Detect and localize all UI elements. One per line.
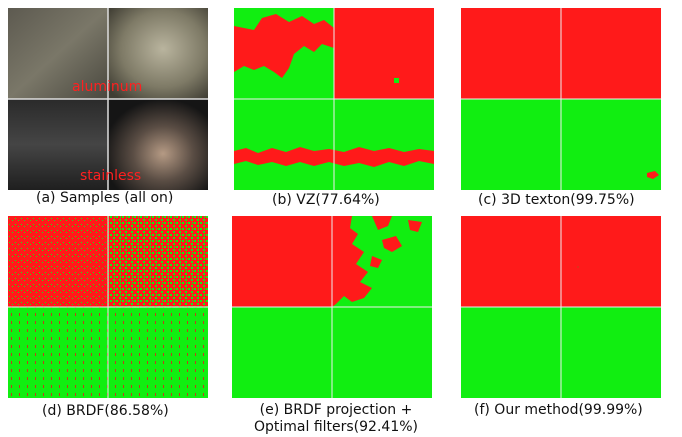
vz-segmentation-map — [234, 8, 434, 190]
caption-samples: (a) Samples (all on) — [36, 190, 174, 206]
panel-texton — [461, 8, 661, 190]
caption-brdf-projection-line1: (e) BRDF projection + — [259, 402, 413, 418]
caption-vz: (b) VZ(77.64%) — [272, 192, 380, 208]
caption-our-method: (f) Our method(99.99%) — [474, 402, 643, 418]
panel-samples: aluminum stainless — [8, 8, 208, 190]
caption-texton: (c) 3D texton(99.75%) — [478, 192, 635, 208]
caption-brdf-projection: (e) BRDF projection + Optimal filters(92… — [236, 402, 436, 436]
sample-label-stainless: stainless — [80, 168, 142, 184]
samples-image — [8, 8, 208, 190]
sample-label-aluminum: aluminum — [72, 79, 143, 95]
panel-brdf-projection — [232, 216, 432, 398]
texton-segmentation-map — [461, 8, 661, 190]
caption-brdf-projection-line2: Optimal filters(92.41%) — [253, 419, 418, 435]
brdf-projection-segmentation-map — [232, 216, 432, 398]
brdf-segmentation-map — [8, 216, 208, 398]
panel-vz — [234, 8, 434, 190]
panel-brdf — [8, 216, 208, 398]
panel-our-method — [461, 216, 661, 398]
our-method-segmentation-map — [461, 216, 661, 398]
caption-brdf: (d) BRDF(86.58%) — [42, 403, 169, 419]
